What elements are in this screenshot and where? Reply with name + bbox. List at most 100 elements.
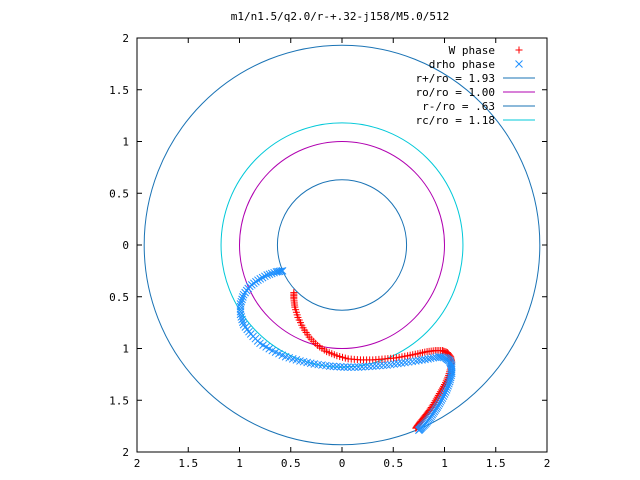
marker-stroke — [347, 363, 356, 371]
drho-phase-point — [438, 394, 447, 403]
marker-stroke — [444, 381, 452, 390]
marker-stroke — [238, 318, 247, 326]
drho-phase-point — [256, 275, 265, 283]
drho-phase-point — [440, 390, 449, 398]
marker-stroke — [236, 300, 245, 308]
marker-stroke — [236, 302, 245, 311]
marker-stroke — [329, 362, 338, 371]
marker-stroke — [275, 349, 283, 358]
w-phase-point — [440, 347, 448, 355]
marker-stroke — [424, 354, 432, 363]
drho-phase-point — [368, 362, 377, 370]
drho-phase-point — [347, 363, 356, 371]
marker-stroke — [306, 359, 315, 368]
drho-phase-point — [444, 381, 452, 390]
drho-phase-point — [437, 396, 446, 404]
drho-phase-point — [442, 386, 451, 394]
drho-phase-point — [447, 364, 456, 372]
marker-stroke — [415, 356, 423, 365]
drho-phase-point — [350, 363, 359, 371]
marker-stroke — [274, 267, 282, 276]
marker-stroke — [288, 354, 297, 363]
marker-stroke — [296, 357, 304, 365]
drho-phase-point — [361, 362, 370, 371]
marker-stroke — [285, 353, 294, 362]
drho-phase-point — [354, 363, 363, 371]
w-phase-point — [432, 395, 440, 403]
circle-rc-ref — [220, 122, 464, 368]
y-tick-label: 1 — [122, 136, 129, 149]
marker-stroke — [421, 355, 429, 364]
y-tick-label: 0.5 — [109, 187, 129, 200]
marker-stroke — [318, 361, 326, 369]
drho-phase-point — [424, 354, 432, 363]
legend-label: rc/ro = 1.18 — [416, 114, 495, 127]
y-tick-label: 1.5 — [109, 84, 129, 97]
marker-stroke — [333, 362, 341, 371]
marker-stroke — [325, 362, 334, 370]
drho-phase-point — [267, 269, 276, 278]
drho-phase-point — [376, 361, 384, 370]
drho-phase-point — [436, 397, 445, 406]
legend-label: drho phase — [429, 58, 495, 71]
marker-stroke — [303, 358, 312, 367]
x-tick-label: 1 — [236, 457, 243, 470]
marker-stroke — [437, 396, 446, 404]
marker-stroke — [383, 361, 391, 369]
drho-phase-point — [415, 356, 423, 365]
circle-ro-ref — [239, 141, 445, 349]
legend-label: W phase — [449, 44, 495, 57]
marker-stroke — [436, 397, 445, 406]
marker-stroke — [267, 269, 276, 278]
marker-stroke — [438, 394, 447, 403]
drho-phase-point — [421, 355, 429, 364]
w-phase-point — [431, 397, 439, 405]
drho-phase-point — [379, 361, 388, 370]
marker-stroke — [238, 315, 246, 324]
marker-stroke — [238, 295, 246, 304]
drho-phase-point — [340, 363, 348, 371]
marker-stroke — [434, 401, 443, 410]
marker-stroke — [336, 363, 345, 371]
drho-phase-point — [265, 270, 274, 279]
marker-stroke — [431, 353, 440, 362]
drho-phase-point — [336, 363, 345, 371]
marker-stroke — [443, 383, 452, 392]
marker-stroke — [299, 357, 308, 366]
marker-stroke — [281, 352, 290, 361]
x-tick-label: 1 — [441, 457, 448, 470]
w-phase-point — [434, 391, 442, 399]
marker-stroke — [418, 356, 426, 364]
marker-stroke — [434, 352, 443, 361]
drho-phase-point — [329, 362, 338, 371]
w-phase-point — [515, 46, 523, 54]
y-tick-label: 2 — [122, 446, 129, 459]
marker-stroke — [238, 293, 247, 301]
w-phase-point — [290, 289, 298, 297]
marker-stroke — [261, 272, 269, 281]
drho-phase-point — [277, 267, 285, 275]
marker-stroke — [447, 360, 456, 369]
marker-stroke — [368, 362, 377, 370]
marker-stroke — [292, 356, 301, 364]
drho-phase-point — [443, 383, 452, 392]
w-phase-point — [435, 390, 443, 398]
marker-stroke — [272, 268, 281, 276]
marker-stroke — [365, 362, 374, 371]
drho-phase-point — [439, 392, 448, 400]
marker-stroke — [263, 271, 272, 279]
drho-phase-point — [333, 362, 341, 371]
legend-label: r+/ro = 1.93 — [416, 72, 495, 85]
marker-stroke — [268, 346, 277, 355]
drho-phase-point — [365, 362, 374, 371]
x-tick-label: 0.5 — [383, 457, 403, 470]
drho-phase-point — [274, 267, 282, 276]
marker-stroke — [256, 275, 265, 283]
y-tick-label: 0.5 — [109, 291, 129, 304]
drho-phase-point — [418, 356, 426, 364]
marker-stroke — [237, 297, 246, 306]
marker-stroke — [440, 390, 449, 398]
marker-stroke — [258, 273, 267, 282]
